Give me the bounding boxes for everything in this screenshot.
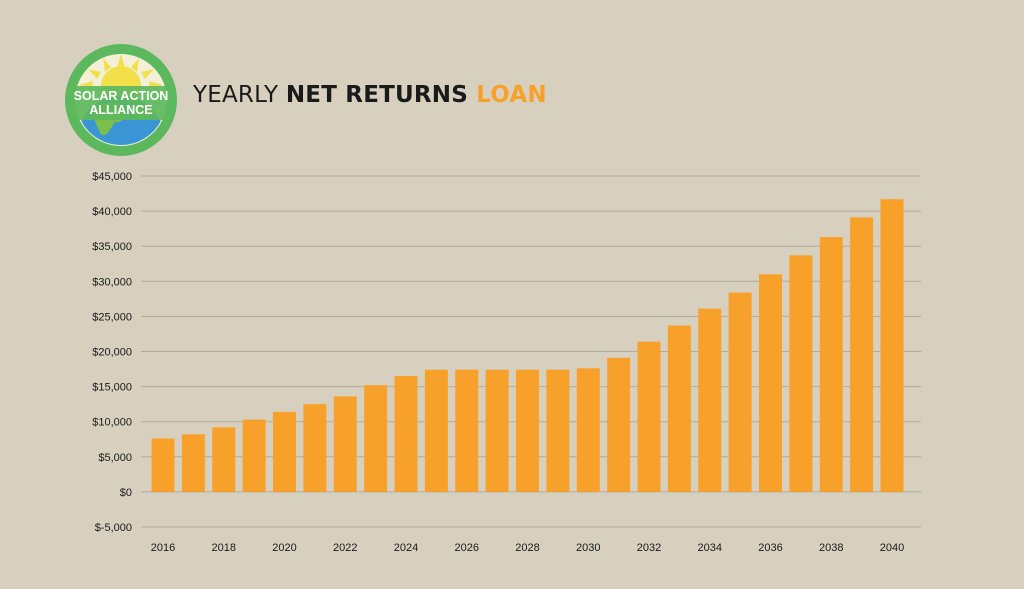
y-tick-label: $5,000 bbox=[98, 452, 132, 464]
chart-title: YEARLY NET RETURNS LOAN bbox=[193, 82, 547, 108]
bar-2019 bbox=[242, 419, 266, 492]
x-tick-label: 2040 bbox=[880, 542, 904, 554]
bar-2028 bbox=[516, 369, 539, 492]
bar-2034 bbox=[698, 308, 722, 492]
bar-2038 bbox=[819, 237, 843, 492]
x-axis-ticks: 2016 2018 2020 2022 2024 2026 2028 2030 2032 2034… bbox=[151, 542, 904, 554]
bar-2026 bbox=[455, 369, 479, 492]
x-tick-label: 2028 bbox=[515, 542, 539, 554]
bar-2035 bbox=[728, 292, 752, 492]
bar-2033 bbox=[667, 325, 691, 492]
x-tick-label: 2020 bbox=[272, 542, 296, 554]
y-tick-label: $20,000 bbox=[92, 347, 132, 359]
x-tick-label: 2034 bbox=[698, 542, 722, 554]
chart-title-part3: LOAN bbox=[468, 82, 547, 108]
bar-2022 bbox=[333, 396, 357, 492]
y-tick-label: $0 bbox=[120, 487, 132, 499]
bar-2021 bbox=[303, 404, 327, 492]
x-tick-label: 2032 bbox=[637, 542, 661, 554]
y-tick-label: $30,000 bbox=[92, 276, 132, 288]
x-tick-label: 2026 bbox=[455, 542, 479, 554]
bar-2020 bbox=[273, 411, 296, 492]
bar-2016 bbox=[151, 438, 175, 492]
bar-2029 bbox=[546, 369, 570, 492]
y-axis-ticks: $-5,000 $0 $5,000 $10,000 $15,000 $20,000 $25,… bbox=[92, 171, 132, 534]
x-tick-label: 2022 bbox=[333, 542, 357, 554]
x-tick-label: 2018 bbox=[212, 542, 236, 554]
x-tick-label: 2016 bbox=[151, 542, 175, 554]
chart-title-part2: NET RETURNS bbox=[285, 82, 468, 108]
chart-title-part1: YEARLY bbox=[193, 82, 286, 108]
bars bbox=[151, 199, 904, 492]
x-tick-label: 2030 bbox=[576, 542, 600, 554]
x-tick-label: 2036 bbox=[758, 542, 782, 554]
y-tick-label: $15,000 bbox=[92, 382, 132, 394]
x-tick-label: 2024 bbox=[394, 542, 418, 554]
y-tick-label: $35,000 bbox=[92, 241, 132, 253]
bar-2040 bbox=[880, 199, 904, 492]
solar-action-alliance-logo: SOLAR ACTION ALLIANCE bbox=[65, 44, 177, 156]
bar-2024 bbox=[394, 376, 418, 492]
bar-2036 bbox=[759, 274, 782, 492]
bar-2023 bbox=[364, 385, 388, 492]
bar-2018 bbox=[212, 427, 236, 492]
y-tick-label: $10,000 bbox=[92, 417, 132, 429]
bar-2017 bbox=[181, 434, 205, 492]
logo-text-line2: ALLIANCE bbox=[89, 103, 152, 117]
bar-2032 bbox=[637, 341, 661, 492]
y-tick-label: $45,000 bbox=[92, 171, 132, 183]
logo-text-line1: SOLAR ACTION bbox=[74, 89, 169, 103]
y-tick-label: $-5,000 bbox=[95, 522, 132, 534]
y-tick-label: $40,000 bbox=[92, 206, 132, 218]
bar-2031 bbox=[607, 357, 631, 492]
bar-2039 bbox=[850, 217, 874, 492]
bar-2027 bbox=[485, 369, 509, 492]
y-tick-label: $25,000 bbox=[92, 311, 132, 323]
bar-2030 bbox=[576, 368, 600, 492]
bar-2037 bbox=[789, 255, 813, 492]
x-tick-label: 2038 bbox=[819, 542, 843, 554]
bar-2025 bbox=[424, 369, 448, 492]
